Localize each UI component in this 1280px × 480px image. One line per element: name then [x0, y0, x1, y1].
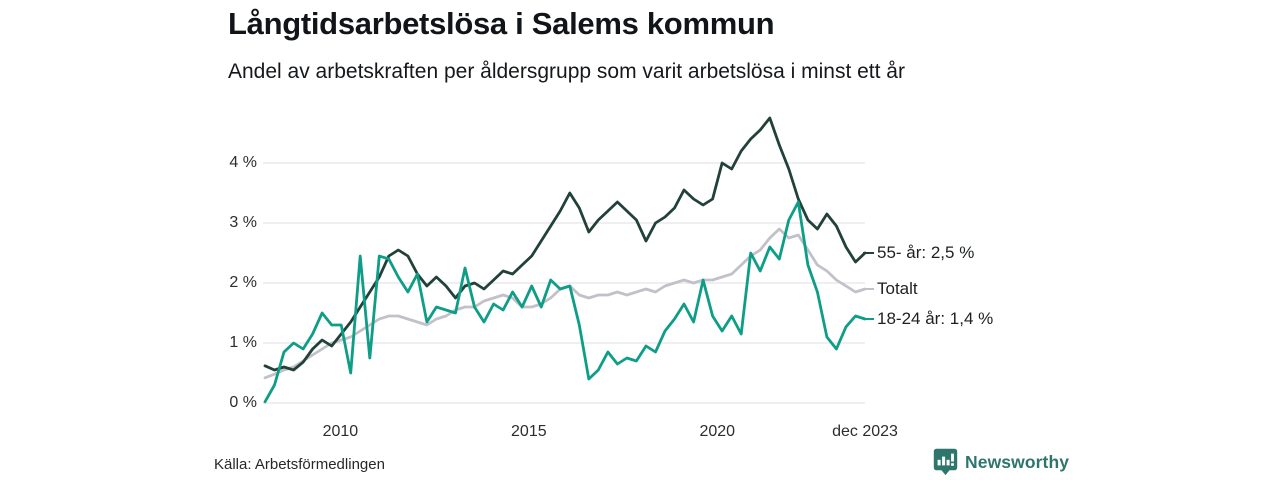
series-label-18-24-år: 18-24 år: 1,4 % [877, 309, 994, 328]
x-axis-tick: 2015 [511, 423, 547, 440]
series-label-55--år: 55- år: 2,5 % [877, 243, 975, 262]
newsworthy-pin-icon [933, 448, 958, 476]
newsworthy-logo: Newsworthy [933, 448, 1069, 476]
y-axis-tick: 2 % [229, 274, 257, 291]
y-axis-tick: 3 % [229, 214, 257, 231]
x-axis-tick: dec 2023 [832, 423, 898, 440]
source-note: Källa: Arbetsförmedlingen [214, 456, 385, 473]
series-line-2-18-24-år [263, 200, 867, 404]
y-axis-tick: 0 % [229, 394, 257, 411]
series-label-Totalt: Totalt [877, 279, 918, 298]
x-axis-tick: 2020 [699, 423, 736, 440]
page-title: Långtidsarbetslösa i Salems kommun [228, 6, 775, 41]
x-axis-tick: 2010 [322, 423, 359, 440]
y-axis-tick: 1 % [229, 334, 257, 351]
newsworthy-wordmark: Newsworthy [965, 451, 1070, 472]
y-axis-tick: 4 % [229, 154, 257, 171]
bar-chart-glyph [937, 453, 954, 466]
chart-subtitle: Andel av arbetskraften per åldersgrupp s… [228, 60, 905, 83]
